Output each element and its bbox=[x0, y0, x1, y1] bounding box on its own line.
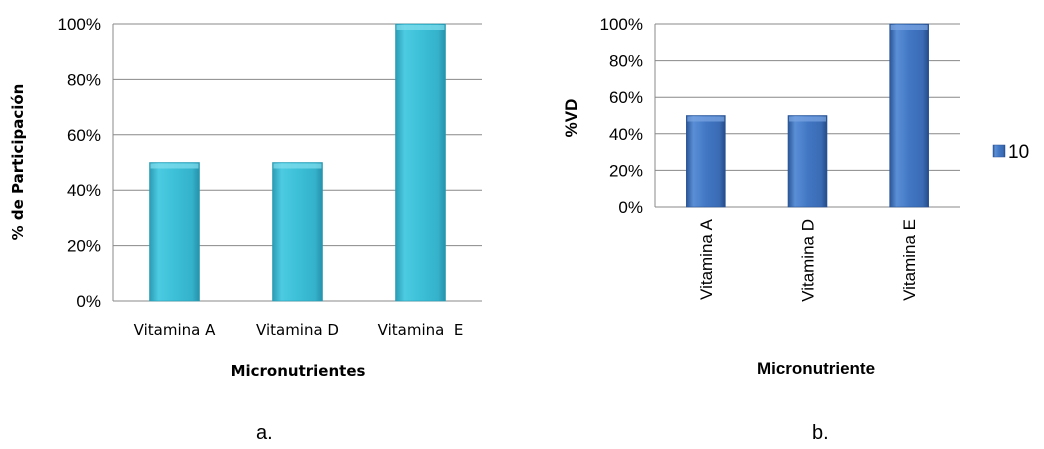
chart-b-y-tick-label: 20% bbox=[609, 161, 643, 180]
chart-b-y-tick-label: 60% bbox=[609, 88, 643, 107]
chart-b-y-tick-label: 100% bbox=[600, 15, 643, 34]
chart-b-y-tick-label: 40% bbox=[609, 125, 643, 144]
chart-a-y-tick-label: 80% bbox=[67, 70, 101, 89]
chart-b-x-tick-label: Vitamina D bbox=[799, 219, 818, 302]
chart-a-bar bbox=[149, 162, 200, 302]
chart-a-x-axis-title: Micronutrientes bbox=[231, 362, 366, 380]
chart-a-bar-highlight bbox=[150, 163, 199, 169]
chart-b-legend: 10 bbox=[992, 142, 1029, 163]
chart-a-bars bbox=[149, 23, 446, 302]
chart-b-bars bbox=[686, 23, 929, 208]
chart-b-x-tick-labels: Vitamina A Vitamina D Vitamina E bbox=[697, 218, 919, 301]
chart-a-y-axis-title: % de Participación bbox=[9, 84, 27, 241]
chart-a-y-tick-labels: 0% 20% 40% 60% 80% 100% bbox=[58, 15, 101, 311]
chart-b-bar-highlight bbox=[687, 116, 725, 122]
chart-a-y-tick-label: 60% bbox=[67, 126, 101, 145]
chart-b-bar-highlight bbox=[789, 116, 826, 122]
chart-a-bar-body bbox=[272, 162, 323, 302]
chart-a-x-tick-label: Vitamina E bbox=[378, 321, 464, 339]
legend-swatch bbox=[992, 144, 1006, 158]
chart-b-bar-body bbox=[686, 115, 726, 208]
chart-a-bar-highlight bbox=[396, 25, 445, 30]
chart-b-bar bbox=[686, 115, 726, 208]
chart-a-bar-body bbox=[395, 23, 446, 302]
chart-b-y-axis-title: %VD bbox=[562, 99, 581, 138]
chart-b-y-tick-label: 0% bbox=[618, 198, 643, 217]
panel-label-a: a. bbox=[256, 422, 273, 444]
chart-a-x-tick-label: Vitamina D bbox=[256, 321, 339, 339]
chart-a-y-tick-label: 100% bbox=[58, 15, 101, 34]
chart-a-bar bbox=[272, 162, 323, 302]
chart-a-bar bbox=[395, 23, 446, 302]
chart-a-bar-body bbox=[149, 162, 200, 302]
chart-a-y-tick-label: 40% bbox=[67, 181, 101, 200]
chart-b-bar-body bbox=[787, 115, 828, 208]
chart-b-x-tick-label: Vitamina E bbox=[900, 219, 919, 301]
chart-b-bar-highlight bbox=[890, 25, 928, 30]
chart-b-x-axis-title: Micronutriente bbox=[757, 359, 875, 378]
legend-label: 10 bbox=[1008, 142, 1029, 163]
chart-b-bar-body bbox=[889, 23, 929, 208]
chart-b-y-tick-label: 80% bbox=[609, 52, 643, 71]
chart-a-x-tick-label: Vitamina A bbox=[134, 321, 216, 339]
chart-b-y-tick-labels: 0% 20% 40% 60% 80% 100% bbox=[600, 15, 643, 217]
chart-a-y-tick-label: 20% bbox=[67, 237, 101, 256]
chart-b-bar bbox=[889, 23, 929, 208]
chart-a-bar-highlight bbox=[273, 163, 322, 169]
chart-b-x-tick-label: Vitamina A bbox=[697, 218, 716, 300]
panel-label-b: b. bbox=[812, 422, 829, 444]
chart-b-bar bbox=[787, 115, 828, 208]
chart-a-y-tick-label: 0% bbox=[76, 292, 101, 311]
chart-a-x-tick-labels: Vitamina A Vitamina D Vitamina E bbox=[134, 321, 464, 339]
